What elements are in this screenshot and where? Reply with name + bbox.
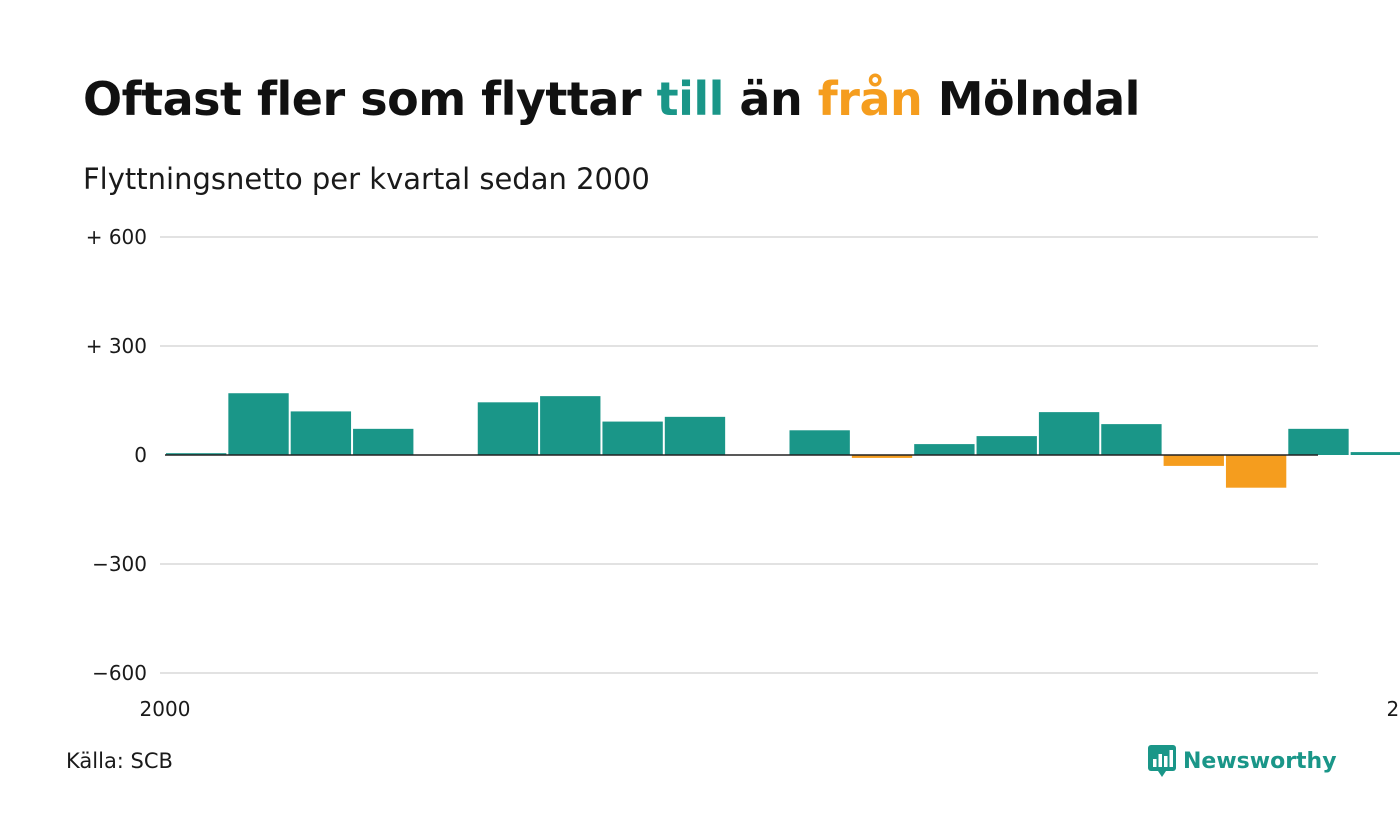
bar [1038, 412, 1100, 455]
bar [166, 453, 227, 455]
bar [789, 430, 850, 455]
bar [290, 411, 352, 455]
x-tick-label: 2005 [1387, 697, 1400, 721]
y-tick-label: −600 [92, 661, 147, 685]
bar [353, 428, 414, 455]
bar [477, 402, 539, 455]
title-part-fran: från [817, 72, 923, 126]
title-part-5: Mölndal [922, 72, 1141, 126]
bar [1101, 424, 1162, 455]
bar [976, 436, 1037, 455]
y-tick-label: 0 [134, 443, 147, 467]
chart-subtitle: Flyttningsnetto per kvartal sedan 2000 [83, 162, 650, 196]
brand-logo[interactable]: Newsworthy [1147, 744, 1337, 778]
bar [1288, 428, 1349, 455]
x-tick-label: 2000 [140, 697, 191, 721]
y-tick-label: + 600 [86, 225, 147, 249]
bar-chart-speech-icon [1148, 745, 1176, 777]
title-part-till: till [656, 72, 725, 126]
title-part-3: än [723, 72, 818, 126]
title-part-1: Oftast fler som flyttar [83, 72, 657, 126]
bar [1225, 455, 1287, 488]
bar [602, 421, 663, 455]
bar [851, 455, 913, 458]
grid-layer [160, 236, 1318, 674]
bar [1350, 452, 1400, 455]
bar [914, 444, 975, 455]
bar-layer [166, 393, 1400, 488]
chart-title: Oftast fler som flyttar till än från Möl… [83, 72, 1140, 126]
bar [228, 393, 289, 455]
bar [1163, 455, 1224, 466]
y-tick-label: + 300 [86, 334, 147, 358]
y-tick-label: −300 [92, 552, 147, 576]
source-note: Källa: SCB [66, 749, 173, 773]
brand-name: Newsworthy [1183, 748, 1337, 774]
bar [664, 416, 726, 455]
bar [540, 396, 601, 455]
